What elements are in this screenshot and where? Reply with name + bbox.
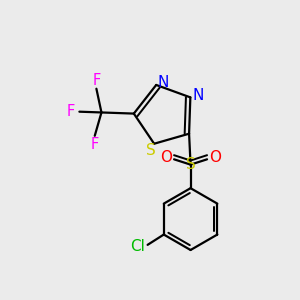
Text: S: S <box>186 157 195 172</box>
Text: F: F <box>90 136 99 152</box>
Text: N: N <box>193 88 204 103</box>
Text: S: S <box>146 143 155 158</box>
Text: Cl: Cl <box>130 239 145 254</box>
Text: O: O <box>209 150 221 165</box>
Text: F: F <box>93 73 101 88</box>
Text: N: N <box>158 74 169 89</box>
Text: O: O <box>160 150 172 165</box>
Text: F: F <box>67 104 75 119</box>
